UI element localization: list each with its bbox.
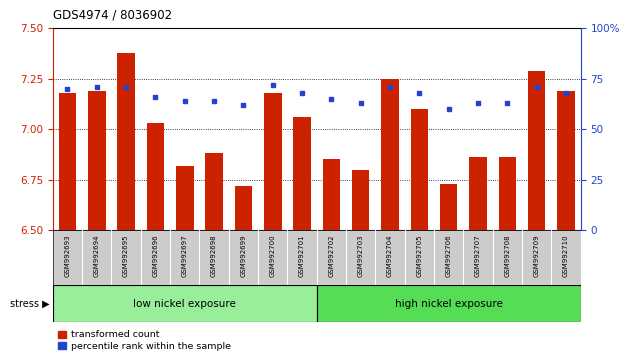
Text: GSM992708: GSM992708	[504, 234, 510, 277]
Text: GSM992706: GSM992706	[446, 234, 451, 277]
Text: GSM992710: GSM992710	[563, 234, 569, 277]
Bar	[381, 79, 399, 230]
Bar	[293, 117, 311, 230]
Text: GSM992699: GSM992699	[240, 234, 247, 277]
Text: GSM992694: GSM992694	[94, 234, 100, 277]
Bar	[117, 52, 135, 230]
Text: GSM992701: GSM992701	[299, 234, 305, 277]
Bar	[53, 285, 317, 322]
Bar	[88, 91, 106, 230]
Text: GSM992696: GSM992696	[152, 234, 158, 277]
Bar	[147, 123, 164, 230]
Text: GSM992698: GSM992698	[211, 234, 217, 277]
Bar	[235, 186, 252, 230]
Bar	[410, 109, 428, 230]
Bar	[58, 93, 76, 230]
Text: GSM992709: GSM992709	[533, 234, 540, 277]
Text: high nickel exposure: high nickel exposure	[395, 298, 502, 309]
Bar	[322, 159, 340, 230]
Bar	[499, 158, 516, 230]
Text: GDS4974 / 8036902: GDS4974 / 8036902	[53, 8, 172, 21]
Text: GSM992707: GSM992707	[475, 234, 481, 277]
Text: stress ▶: stress ▶	[10, 298, 50, 309]
Text: GSM992700: GSM992700	[270, 234, 276, 277]
Text: GSM992695: GSM992695	[123, 234, 129, 277]
Text: GSM992702: GSM992702	[329, 234, 334, 277]
Bar	[557, 91, 575, 230]
Bar	[440, 184, 458, 230]
Text: GSM992693: GSM992693	[65, 234, 70, 277]
Text: GSM992705: GSM992705	[416, 234, 422, 277]
Text: GSM992704: GSM992704	[387, 234, 393, 277]
Text: GSM992697: GSM992697	[182, 234, 188, 277]
Bar	[176, 166, 194, 230]
Bar	[206, 153, 223, 230]
Bar	[317, 285, 581, 322]
Bar	[264, 93, 281, 230]
Bar	[469, 158, 487, 230]
Bar	[528, 71, 545, 230]
Bar	[352, 170, 369, 230]
Legend: transformed count, percentile rank within the sample: transformed count, percentile rank withi…	[58, 330, 231, 351]
Text: GSM992703: GSM992703	[358, 234, 364, 277]
Text: low nickel exposure: low nickel exposure	[134, 298, 236, 309]
